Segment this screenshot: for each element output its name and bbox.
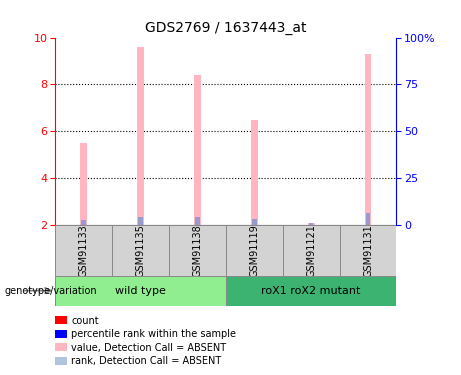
Bar bbox=[169, 225, 226, 276]
Text: GSM91138: GSM91138 bbox=[192, 224, 202, 277]
Bar bbox=[252, 219, 257, 225]
Text: GSM91121: GSM91121 bbox=[306, 224, 316, 277]
Bar bbox=[226, 225, 283, 276]
Bar bbox=[309, 223, 313, 225]
Title: GDS2769 / 1637443_at: GDS2769 / 1637443_at bbox=[145, 21, 307, 35]
Text: rank, Detection Call = ABSENT: rank, Detection Call = ABSENT bbox=[71, 356, 222, 366]
Text: percentile rank within the sample: percentile rank within the sample bbox=[71, 329, 236, 339]
Bar bbox=[55, 225, 112, 276]
Bar bbox=[137, 47, 144, 225]
Text: GSM91135: GSM91135 bbox=[136, 224, 146, 277]
Text: value, Detection Call = ABSENT: value, Detection Call = ABSENT bbox=[71, 343, 226, 352]
Bar bbox=[112, 225, 169, 276]
Bar bbox=[340, 225, 396, 276]
Bar bbox=[366, 213, 370, 225]
Bar bbox=[80, 143, 87, 225]
Bar bbox=[82, 220, 86, 225]
Bar bbox=[308, 223, 314, 225]
Bar bbox=[55, 276, 226, 306]
Text: roX1 roX2 mutant: roX1 roX2 mutant bbox=[261, 286, 361, 296]
Text: GSM91131: GSM91131 bbox=[363, 224, 373, 277]
Text: genotype/variation: genotype/variation bbox=[5, 286, 97, 296]
Bar bbox=[195, 217, 200, 225]
Bar bbox=[365, 54, 372, 225]
Bar bbox=[194, 75, 201, 225]
Bar bbox=[251, 120, 258, 225]
Bar bbox=[138, 217, 143, 225]
Text: count: count bbox=[71, 316, 99, 326]
Text: wild type: wild type bbox=[115, 286, 166, 296]
Text: GSM91119: GSM91119 bbox=[249, 224, 260, 277]
Bar bbox=[226, 276, 396, 306]
Text: GSM91133: GSM91133 bbox=[79, 224, 89, 277]
Bar bbox=[283, 225, 340, 276]
